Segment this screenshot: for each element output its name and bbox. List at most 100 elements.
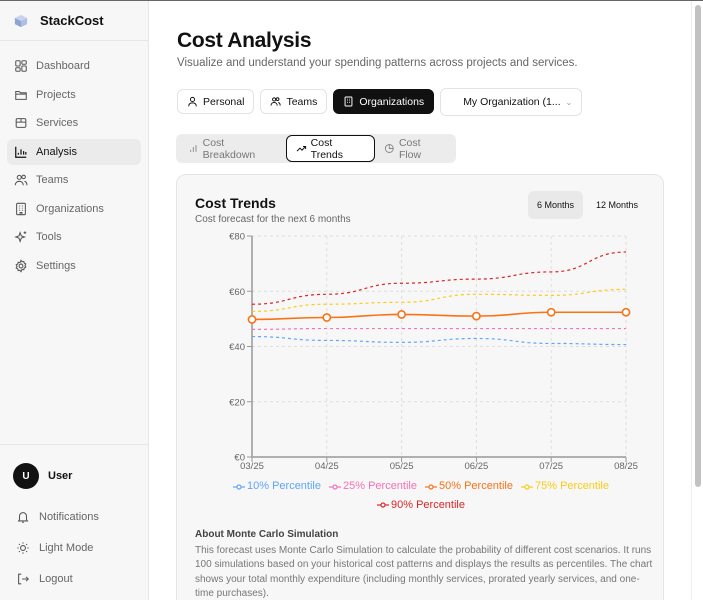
y-tick-label: €20 <box>229 397 245 408</box>
brand[interactable]: StackCost <box>0 1 148 41</box>
sidebar-item-label: Services <box>36 117 79 129</box>
sidebar-item-analysis[interactable]: Analysis <box>7 138 141 165</box>
organization-select-value: My Organization (1... <box>463 96 561 108</box>
notifications-button[interactable]: Notifications <box>0 501 148 532</box>
range-12-months-button[interactable]: 12 Months <box>595 200 638 210</box>
building-icon <box>16 202 26 215</box>
series-25-percentile[interactable] <box>251 327 626 330</box>
range-6-months-button[interactable]: 6 Months <box>527 191 583 219</box>
x-tick-label: 04/25 <box>315 461 339 472</box>
scope-label: Organizations <box>359 95 425 108</box>
sidebar-item-organizations[interactable]: Organizations <box>7 196 141 222</box>
light-mode-toggle[interactable]: Light Mode <box>0 532 148 563</box>
range-toggle: 6 Months 12 Months <box>527 191 647 219</box>
tab-cost-flow[interactable]: Cost Flow <box>375 135 453 162</box>
legend-item[interactable]: 10% Percentile <box>233 478 321 495</box>
bar-chart-icon <box>190 145 197 152</box>
x-tick-label: 05/25 <box>390 461 414 472</box>
legend-line-marker-icon <box>329 483 341 490</box>
sparkles-icon <box>14 231 27 243</box>
series-75-percentile[interactable] <box>251 288 627 313</box>
scope-personal-button[interactable]: Personal <box>177 89 255 114</box>
app-name: StackCost <box>40 13 104 28</box>
x-tick-label: 06/25 <box>465 461 489 472</box>
legend-item[interactable]: 75% Percentile <box>521 478 609 495</box>
trending-up-icon <box>296 146 307 152</box>
sidebar-item-label: Projects <box>36 88 76 101</box>
cube-logo-icon <box>14 14 28 27</box>
scope-teams-button[interactable]: Teams <box>260 89 328 114</box>
logout-icon <box>18 573 29 584</box>
sidebar-item-tools[interactable]: Tools <box>7 224 141 250</box>
window-top-border <box>0 0 703 1</box>
x-tick-label: 03/25 <box>240 461 264 472</box>
scope-label: Personal <box>203 95 245 108</box>
data-point[interactable] <box>621 307 631 317</box>
page-title: Cost Analysis <box>177 29 312 52</box>
user-icon <box>188 96 197 107</box>
data-point[interactable] <box>397 310 406 319</box>
sidebar-item-label: Dashboard <box>36 60 90 72</box>
data-point[interactable] <box>247 315 257 324</box>
tab-label: Cost Flow <box>398 136 422 161</box>
logout-label: Logout <box>39 572 73 585</box>
user-profile[interactable]: U User <box>0 461 148 491</box>
users-icon <box>271 97 282 106</box>
card-title: Cost Trends <box>195 195 276 211</box>
scope-selector: Personal Teams Organizations My Organiza… <box>177 88 583 116</box>
sidebar-item-label: Teams <box>36 174 69 186</box>
sidebar-item-teams[interactable]: Teams <box>7 167 141 193</box>
legend-line-marker-icon <box>425 483 437 490</box>
y-tick-label: €60 <box>229 287 245 298</box>
sidebar-item-label: Settings <box>36 259 76 272</box>
chart-legend: 10% Percentile 25% Percentile 50% Percenti… <box>177 478 665 515</box>
package-icon <box>15 118 27 128</box>
sidebar-item-dashboard[interactable]: Dashboard <box>7 53 141 79</box>
building-icon <box>344 96 353 107</box>
user-name: User <box>48 470 73 482</box>
data-point[interactable] <box>471 311 481 321</box>
chevron-down-icon: ⌄ <box>565 97 573 107</box>
series-10-percentile[interactable] <box>251 335 627 346</box>
data-point[interactable] <box>322 313 332 322</box>
legend-line-marker-icon <box>377 502 389 508</box>
sidebar-item-projects[interactable]: Projects <box>7 82 141 108</box>
vertical-scrollbar[interactable] <box>691 1 703 600</box>
dashboard-icon <box>15 60 27 72</box>
page-subtitle: Visualize and understand your spending p… <box>177 57 578 69</box>
tab-cost-breakdown[interactable]: Cost Breakdown <box>179 135 286 162</box>
card-subtitle: Cost forecast for the next 6 months <box>195 214 351 225</box>
about-title: About Monte Carlo Simulation <box>195 529 339 540</box>
legend-item[interactable]: 50% Percentile <box>425 478 513 495</box>
logout-button[interactable]: Logout <box>0 563 148 594</box>
avatar: U <box>13 463 39 489</box>
scrollbar-thumb[interactable] <box>695 5 701 487</box>
legend-label: 75% Percentile <box>535 480 609 492</box>
main-content: Cost Analysis Visualize and understand y… <box>149 1 691 600</box>
users-icon <box>14 174 28 186</box>
legend-label: 90% Percentile <box>391 498 465 511</box>
light-mode-label: Light Mode <box>39 541 94 554</box>
sidebar-item-label: Tools <box>36 231 62 243</box>
cost-trends-chart[interactable]: €0 €20 €40 €60 €80 03/25 04/25 05/25 06/25 07/25 0… <box>177 175 665 475</box>
y-tick-label: €0 <box>234 453 245 464</box>
legend-line-marker-icon <box>233 483 245 490</box>
sidebar-item-label: Organizations <box>36 202 104 215</box>
series-90-percentile[interactable] <box>251 251 627 305</box>
sun-icon <box>17 541 29 554</box>
tab-cost-trends[interactable]: Cost Trends <box>286 135 376 162</box>
notifications-label: Notifications <box>39 510 99 523</box>
y-tick-label: €80 <box>229 232 245 243</box>
sidebar-footer: U User Notifications Light Mode Logout <box>0 444 148 594</box>
legend-item[interactable]: 25% Percentile <box>329 478 417 495</box>
organization-select[interactable]: My Organization (1... ⌄ <box>440 88 583 116</box>
gear-icon <box>15 258 27 273</box>
about-body: This forecast uses Monte Carlo Simulatio… <box>195 545 653 599</box>
sidebar-item-settings[interactable]: Settings <box>7 253 141 279</box>
series-50-percentile[interactable] <box>247 307 631 324</box>
x-tick-label: 07/25 <box>539 461 563 472</box>
data-point[interactable] <box>546 307 556 317</box>
legend-item[interactable]: 90% Percentile <box>377 497 465 514</box>
sidebar-item-services[interactable]: Services <box>7 110 141 136</box>
scope-organizations-button[interactable]: Organizations <box>333 89 435 114</box>
